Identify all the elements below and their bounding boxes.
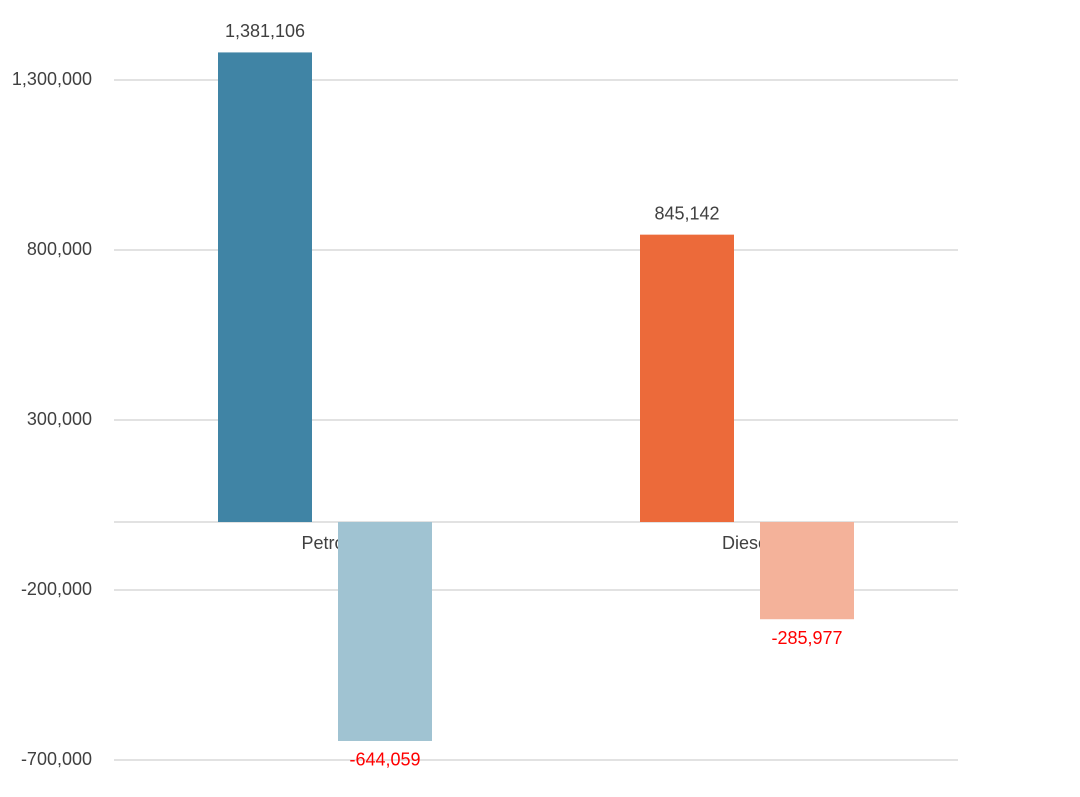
value-label: 845,142 xyxy=(654,203,719,223)
bar xyxy=(338,522,432,741)
x-tick-label: Petrol xyxy=(301,533,348,553)
bar xyxy=(760,522,854,620)
y-tick-label: 300,000 xyxy=(27,409,92,429)
y-tick-label: -700,000 xyxy=(21,749,92,769)
value-label: -644,059 xyxy=(349,750,420,770)
bar xyxy=(218,52,312,523)
value-label: -285,977 xyxy=(771,628,842,648)
value-label: 1,381,106 xyxy=(225,21,305,41)
y-tick-label: 1,300,000 xyxy=(12,69,92,89)
y-tick-label: -200,000 xyxy=(21,579,92,599)
y-tick-label: 800,000 xyxy=(27,239,92,259)
bar xyxy=(640,234,734,522)
x-tick-label: Diesel xyxy=(722,533,772,553)
